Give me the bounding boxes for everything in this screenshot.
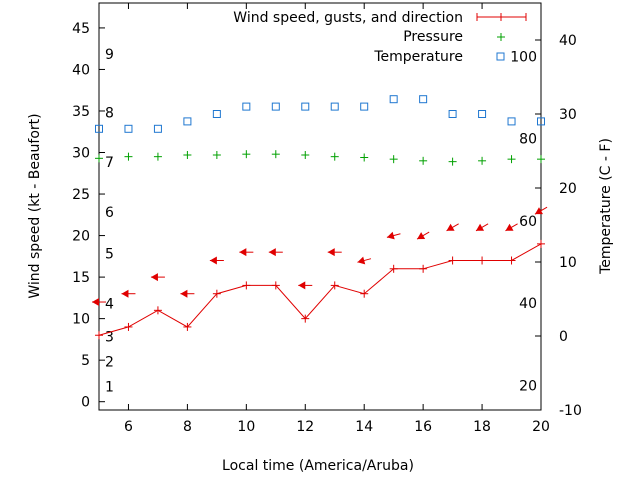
beaufort-label: 9 — [105, 47, 114, 63]
beaufort-label: 6 — [105, 205, 114, 221]
y2-axis-ticks: -10 0 10 20 30 40 — [535, 33, 582, 419]
y-tick-label: 40 — [72, 62, 90, 78]
beaufort-label: 5 — [105, 246, 114, 262]
x-tick-label: 6 — [124, 419, 133, 435]
wind-series — [95, 239, 545, 340]
x-axis-ticks: 6 8 10 12 14 16 18 20 — [124, 3, 550, 435]
temperature-point — [95, 124, 103, 133]
gust-arrow-head — [446, 223, 455, 231]
gust-arrow-head — [357, 256, 366, 265]
temperature-point — [389, 95, 398, 104]
y2-tick-label: 40 — [559, 33, 577, 49]
beaufort-label: 3 — [105, 330, 114, 346]
gust-arrow-head — [327, 248, 335, 257]
fahrenheit-label: 80 — [519, 132, 537, 148]
temperature-point — [242, 102, 251, 111]
legend-label-wind: Wind speed, gusts, and direction — [233, 10, 463, 26]
y2-tick-label: -10 — [559, 403, 582, 419]
gust-arrow-head — [505, 223, 514, 231]
gust-arrow-head — [268, 248, 276, 257]
fahrenheit-label: 40 — [519, 296, 537, 312]
y2-tick-label: 0 — [559, 329, 568, 345]
x-tick-label: 16 — [414, 419, 432, 435]
temperature-point — [301, 102, 310, 111]
temperature-point — [537, 117, 545, 126]
gust-arrow-head — [209, 256, 217, 265]
temperature-series — [95, 95, 545, 133]
gust-arrow-head — [298, 281, 306, 290]
x-tick-label: 20 — [532, 419, 550, 435]
gust-arrow-head — [534, 207, 543, 215]
x-tick-label: 12 — [296, 419, 314, 435]
temperature-point — [124, 124, 133, 133]
temperature-point — [360, 102, 369, 111]
beaufort-label: 7 — [105, 155, 114, 171]
gust-arrow-head — [476, 223, 485, 231]
temperature-point — [271, 102, 280, 111]
y-axis-ticks: 0 5 10 15 20 25 30 35 40 45 — [72, 21, 105, 411]
legend-label-pressure: Pressure — [403, 29, 463, 45]
gust-direction-arrows — [92, 206, 548, 307]
legend-swatch-pressure — [497, 33, 505, 41]
y-tick-label: 30 — [72, 146, 90, 162]
temperature-point — [507, 117, 516, 126]
plot-frame — [98, 2, 542, 411]
x-tick-label: 10 — [237, 419, 255, 435]
temperature-point — [330, 102, 339, 111]
x-tick-label: 14 — [355, 419, 373, 435]
y-tick-label: 25 — [72, 187, 90, 203]
y-tick-label: 10 — [72, 312, 90, 328]
legend-label-temperature: Temperature — [373, 49, 463, 65]
gust-arrow-head — [92, 298, 99, 307]
fahrenheit-labels: 20 40 60 80 100 — [510, 49, 537, 394]
gust-arrow-head — [180, 289, 188, 298]
y-tick-label: 5 — [81, 353, 90, 369]
gust-arrow-head — [386, 231, 395, 240]
beaufort-label: 1 — [105, 379, 114, 395]
temperature-point — [419, 95, 428, 104]
pressure-series — [95, 150, 545, 166]
y-tick-label: 35 — [72, 104, 90, 120]
beaufort-label: 8 — [105, 105, 114, 121]
temperature-point — [448, 110, 457, 118]
gust-arrow-head — [150, 273, 158, 282]
fahrenheit-label: 60 — [519, 214, 537, 230]
y-axis-label: Wind speed (kt - Beaufort) — [27, 113, 43, 298]
x-tick-label: 8 — [183, 419, 192, 435]
gust-arrow-head — [121, 289, 129, 298]
beaufort-label: 4 — [105, 296, 114, 312]
wind-speed-line — [98, 243, 542, 336]
gust-arrow-head — [417, 232, 426, 240]
y2-tick-label: 10 — [559, 255, 577, 271]
temperature-point — [212, 110, 221, 118]
x-axis-label: Local time (America/Aruba) — [222, 458, 414, 474]
beaufort-label: 2 — [105, 354, 114, 370]
beaufort-labels: 1 2 3 4 5 6 7 8 9 — [105, 47, 114, 395]
y-tick-label: 0 — [81, 395, 90, 411]
legend: Wind speed, gusts, and direction Pressur… — [233, 10, 527, 65]
y2-axis-label: Temperature (C - F) — [598, 138, 614, 275]
y2-tick-label: 30 — [559, 107, 577, 123]
fahrenheit-label: 100 — [510, 49, 537, 65]
temperature-point — [183, 117, 192, 126]
x-tick-label: 18 — [473, 419, 491, 435]
y-tick-label: 20 — [72, 229, 90, 245]
y-tick-label: 45 — [72, 21, 90, 37]
gust-arrow-head — [239, 248, 247, 257]
temperature-point — [478, 110, 487, 118]
y2-tick-label: 20 — [559, 181, 577, 197]
temperature-point — [153, 124, 162, 133]
y-tick-label: 15 — [72, 270, 90, 286]
legend-swatch-temperature — [496, 52, 505, 61]
fahrenheit-label: 20 — [519, 378, 537, 394]
